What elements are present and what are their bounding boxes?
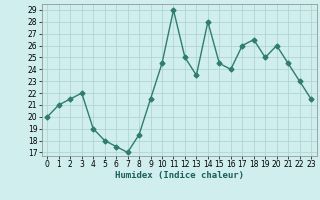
X-axis label: Humidex (Indice chaleur): Humidex (Indice chaleur) [115,171,244,180]
